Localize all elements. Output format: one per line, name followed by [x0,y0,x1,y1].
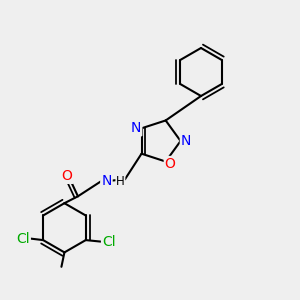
Text: O: O [165,157,176,171]
Text: N: N [181,134,191,148]
Text: N: N [101,174,112,188]
Text: H: H [116,175,125,188]
Text: O: O [62,169,73,183]
Text: N: N [131,121,141,135]
Text: Cl: Cl [16,232,30,246]
Text: Cl: Cl [102,235,116,249]
